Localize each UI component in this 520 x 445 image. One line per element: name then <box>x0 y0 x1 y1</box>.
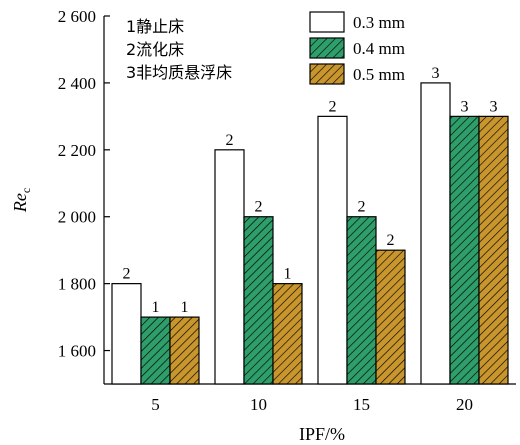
legend-swatch <box>309 63 345 85</box>
bar <box>214 149 245 385</box>
bar <box>346 216 377 385</box>
y-tick-label: 2 600 <box>58 7 96 26</box>
legend-swatch <box>309 11 345 33</box>
legend-label: 0.4 mm <box>353 39 405 58</box>
bar-value-label: 2 <box>329 98 337 115</box>
bar-value-label: 2 <box>358 199 366 216</box>
bar-value-label: 3 <box>490 98 498 115</box>
y-tick-label: 2 400 <box>58 74 96 93</box>
y-axis-title-sub: c <box>19 188 33 193</box>
bar-value-label: 1 <box>284 266 292 283</box>
bar-labels: 2 1 1 2 2 1 2 2 2 3 3 3 <box>123 65 498 316</box>
condition-note: 2流化床 <box>126 40 184 59</box>
bar <box>449 115 480 385</box>
bar-value-label: 2 <box>387 232 395 249</box>
y-tick-label: 1 800 <box>58 275 96 294</box>
y-tick-label: 1 600 <box>58 342 96 361</box>
bar-value-label: 2 <box>226 132 234 149</box>
bar <box>111 283 142 385</box>
bar <box>478 115 509 385</box>
bar-value-label: 2 <box>123 266 131 283</box>
bars <box>111 82 509 385</box>
y-tick-label: 2 000 <box>58 208 96 227</box>
bar <box>169 316 200 385</box>
y-tick-label: 2 200 <box>58 141 96 160</box>
x-tick-label: 15 <box>353 395 370 414</box>
x-tick-label: 20 <box>456 395 473 414</box>
bar-value-label: 3 <box>461 98 469 115</box>
bar <box>140 316 171 385</box>
bar-value-label: 2 <box>255 199 263 216</box>
legend-label: 0.5 mm <box>353 65 405 84</box>
bar <box>272 283 303 385</box>
bar <box>375 249 406 385</box>
bar <box>317 115 348 385</box>
legend-swatch <box>309 37 345 59</box>
bar-value-label: 1 <box>181 299 189 316</box>
condition-note: 1静止床 <box>126 17 184 36</box>
legend: 0.3 mm 0.4 mm 0.5 mm <box>309 11 405 85</box>
legend-label: 0.3 mm <box>353 13 405 32</box>
y-axis-title: Rec <box>10 188 33 213</box>
condition-notes: 1静止床 2流化床 3非均质悬浮床 <box>126 17 232 82</box>
bar <box>420 82 451 385</box>
condition-note: 3非均质悬浮床 <box>126 63 232 82</box>
bar-value-label: 1 <box>152 299 160 316</box>
x-tick-label: 10 <box>250 395 267 414</box>
bar-value-label: 3 <box>432 65 440 82</box>
y-axis-ticks: 1 600 1 800 2 000 2 200 2 400 2 600 <box>58 7 110 361</box>
x-axis-title: IPF/% <box>299 424 345 444</box>
bar <box>243 216 274 385</box>
y-axis-title-main: Re <box>10 193 30 213</box>
x-tick-label: 5 <box>151 395 160 414</box>
